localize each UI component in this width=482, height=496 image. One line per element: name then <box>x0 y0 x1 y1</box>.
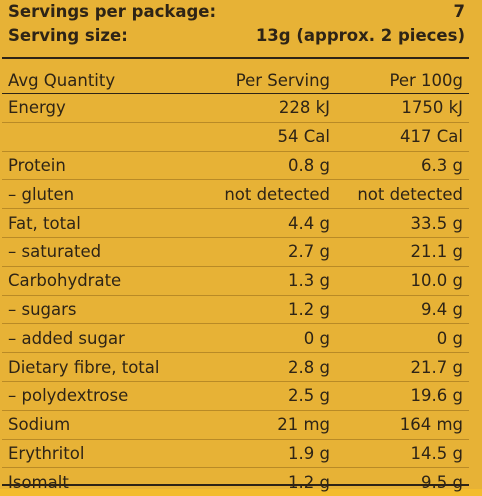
per-100g-value: 9.4 g <box>338 295 469 325</box>
servings-per-package-row: Servings per package: 7 <box>8 0 465 24</box>
col-header-per-100g: Per 100g <box>338 67 469 94</box>
table-row: Energy 228 kJ 1750 kJ <box>2 93 469 123</box>
servings-label: Servings per package: <box>8 2 217 21</box>
per-serving-value: 21 mg <box>210 410 338 440</box>
nutrient-name: Dietary fibre, total <box>2 352 210 382</box>
serving-size-row: Serving size: 13g (approx. 2 pieces) <box>8 24 465 48</box>
nutrient-name: – saturated <box>2 237 210 267</box>
nutrient-name: Sodium <box>2 410 210 440</box>
table-row: 54 Cal 417 Cal <box>2 122 469 152</box>
per-100g-value: 164 mg <box>338 410 469 440</box>
table-row: Dietary fibre, total 2.8 g 21.7 g <box>2 352 469 382</box>
per-serving-value: 4.4 g <box>210 208 338 238</box>
table-header-row: Avg Quantity Per Serving Per 100g <box>2 67 469 94</box>
table-row: Erythritol 1.9 g 14.5 g <box>2 439 469 469</box>
table-row: – gluten not detected not detected <box>2 179 469 210</box>
per-100g-value: not detected <box>338 179 469 210</box>
serving-size-label: Serving size: <box>8 26 128 45</box>
nutrient-name: – polydextrose <box>2 381 210 411</box>
per-100g-value: 14.5 g <box>338 439 469 469</box>
table-row: – sugars 1.2 g 9.4 g <box>2 295 469 325</box>
table-row: Sodium 21 mg 164 mg <box>2 410 469 440</box>
nutrient-name: Carbohydrate <box>2 266 210 296</box>
per-100g-value: 0 g <box>338 323 469 354</box>
per-serving-value: 2.8 g <box>210 352 338 382</box>
nutrient-name: Isomalt <box>8 472 69 492</box>
per-100g-value: 19.6 g <box>338 381 469 411</box>
table-row: Carbohydrate 1.3 g 10.0 g <box>2 266 469 296</box>
per-100g-value: 9.5 g <box>421 472 463 492</box>
table-row: Fat, total 4.4 g 33.5 g <box>2 208 469 238</box>
per-100g-value: 417 Cal <box>338 122 469 152</box>
per-serving-value: 1.2 g <box>288 472 330 492</box>
nutrient-name: Fat, total <box>2 208 210 238</box>
table-row: Isomalt 1.2 g 9.5 g <box>2 468 469 496</box>
col-header-per-serving: Per Serving <box>210 67 338 94</box>
divider-bottom <box>2 484 469 486</box>
per-serving-value: not detected <box>210 179 338 210</box>
per-serving-value: 0.8 g <box>210 151 338 181</box>
per-serving-value: 2.5 g <box>210 381 338 411</box>
table-row: – polydextrose 2.5 g 19.6 g <box>2 381 469 411</box>
divider-top <box>2 57 469 59</box>
nutrient-name: Energy <box>2 93 210 123</box>
per-serving-value: 1.3 g <box>210 266 338 296</box>
per-100g-value: 33.5 g <box>338 208 469 238</box>
table-row: – saturated 2.7 g 21.1 g <box>2 237 469 267</box>
per-100g-value: 6.3 g <box>338 151 469 181</box>
nutrient-name: – gluten <box>2 179 210 210</box>
nutrient-name: Protein <box>2 151 210 181</box>
per-100g-value: 21.7 g <box>338 352 469 382</box>
per-serving-value: 228 kJ <box>210 93 338 123</box>
per-serving-value: 54 Cal <box>210 122 338 152</box>
nutrition-table: Avg Quantity Per Serving Per 100g Energy… <box>2 67 469 496</box>
per-100g-value: 10.0 g <box>338 266 469 296</box>
table-row: Protein 0.8 g 6.3 g <box>2 151 469 181</box>
servings-value: 7 <box>453 2 465 21</box>
nutrient-name: – sugars <box>2 295 210 325</box>
per-100g-value: 1750 kJ <box>338 93 469 123</box>
per-100g-value: 21.1 g <box>338 237 469 267</box>
per-serving-value: 0 g <box>210 323 338 354</box>
nutrient-name <box>2 122 210 152</box>
nutrient-name: Erythritol <box>2 439 210 469</box>
per-serving-value: 1.2 g <box>210 295 338 325</box>
nutrient-name: – added sugar <box>2 323 210 354</box>
per-serving-value: 1.9 g <box>210 439 338 469</box>
per-serving-value: 2.7 g <box>210 237 338 267</box>
col-header-quantity: Avg Quantity <box>2 67 210 94</box>
serving-size-value: 13g (approx. 2 pieces) <box>255 26 465 45</box>
